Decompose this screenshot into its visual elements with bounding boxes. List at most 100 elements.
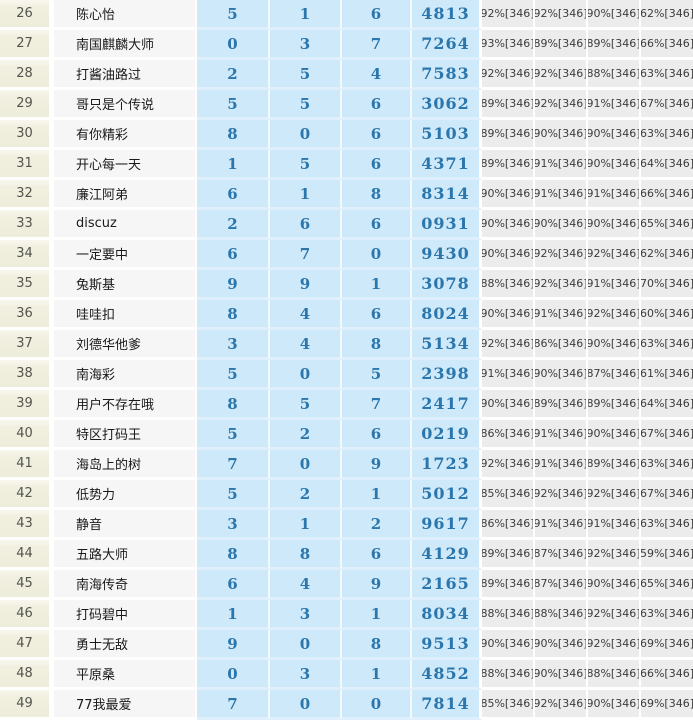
- rank-cell: 26: [0, 0, 54, 30]
- table-row: 41 海岛上的树 7 0 9 1723 92%[346] 91%[346] 89%[346] 63…: [0, 450, 693, 480]
- code-cell: 9430: [412, 240, 482, 270]
- digit-cell-2: 2: [270, 480, 342, 510]
- percent-cell-3: 91%[346]: [588, 90, 641, 120]
- digit-cell-2: 1: [270, 0, 342, 30]
- digit-cell-3: 7: [342, 390, 412, 420]
- percent-cell-2: 92%[346]: [535, 60, 588, 90]
- digit-cell-2: 7: [270, 240, 342, 270]
- digit-cell-3: 8: [342, 180, 412, 210]
- table-row: 46 打码碧中 1 3 1 8034 88%[346] 88%[346] 92%[346] 63%…: [0, 600, 693, 630]
- percent-cell-1: 88%[346]: [482, 270, 535, 300]
- table-row: 38 南海彩 5 0 5 2398 91%[346] 90%[346] 87%[346] 61%[…: [0, 360, 693, 390]
- table-row: 28 打酱油路过 2 5 4 7583 92%[346] 92%[346] 88%[346] 63…: [0, 60, 693, 90]
- percent-cell-4: 65%[346]: [641, 570, 693, 600]
- digit-cell-2: 3: [270, 600, 342, 630]
- rank-cell: 31: [0, 150, 54, 180]
- rank-cell: 45: [0, 570, 54, 600]
- percent-cell-1: 93%[346]: [482, 30, 535, 60]
- code-cell: 4852: [412, 660, 482, 690]
- percent-cell-1: 88%[346]: [482, 600, 535, 630]
- percent-cell-3: 90%[346]: [588, 120, 641, 150]
- rank-cell: 40: [0, 420, 54, 450]
- rank-cell: 44: [0, 540, 54, 570]
- code-cell: 4371: [412, 150, 482, 180]
- digit-cell-2: 8: [270, 540, 342, 570]
- digit-cell-1: 8: [197, 300, 270, 330]
- username-cell: 兔斯基: [54, 270, 197, 300]
- rank-cell: 43: [0, 510, 54, 540]
- percent-cell-2: 89%[346]: [535, 30, 588, 60]
- digit-cell-3: 8: [342, 330, 412, 360]
- digit-cell-1: 8: [197, 390, 270, 420]
- table-row: 26 陈心怡 5 1 6 4813 92%[346] 92%[346] 90%[346] 62%[…: [0, 0, 693, 30]
- digit-cell-3: 0: [342, 690, 412, 720]
- code-cell: 9617: [412, 510, 482, 540]
- digit-cell-2: 5: [270, 90, 342, 120]
- username-cell: 平原桑: [54, 660, 197, 690]
- code-cell: 8034: [412, 600, 482, 630]
- digit-cell-3: 1: [342, 660, 412, 690]
- rank-cell: 49: [0, 690, 54, 720]
- username-cell: 五路大师: [54, 540, 197, 570]
- digit-cell-1: 6: [197, 180, 270, 210]
- table-row: 36 哇哇扣 8 4 6 8024 90%[346] 91%[346] 92%[346] 60%[…: [0, 300, 693, 330]
- username-cell: 勇士无敌: [54, 630, 197, 660]
- percent-cell-1: 85%[346]: [482, 690, 535, 720]
- rank-cell: 41: [0, 450, 54, 480]
- percent-cell-2: 87%[346]: [535, 570, 588, 600]
- table-row: 39 用户不存在哦 8 5 7 2417 90%[346] 89%[346] 89%[346] 6…: [0, 390, 693, 420]
- table-row: 43 静音 3 1 2 9617 86%[346] 91%[346] 91%[346] 63%[3…: [0, 510, 693, 540]
- digit-cell-1: 8: [197, 540, 270, 570]
- digit-cell-1: 1: [197, 600, 270, 630]
- rank-cell: 35: [0, 270, 54, 300]
- percent-cell-4: 63%[346]: [641, 330, 693, 360]
- percent-cell-1: 89%[346]: [482, 120, 535, 150]
- percent-cell-3: 89%[346]: [588, 390, 641, 420]
- rank-cell: 29: [0, 90, 54, 120]
- percent-cell-3: 89%[346]: [588, 30, 641, 60]
- percent-cell-2: 92%[346]: [535, 0, 588, 30]
- code-cell: 8024: [412, 300, 482, 330]
- code-cell: 2417: [412, 390, 482, 420]
- percent-cell-1: 89%[346]: [482, 540, 535, 570]
- rank-cell: 48: [0, 660, 54, 690]
- percent-cell-4: 70%[346]: [641, 270, 693, 300]
- table-row: 45 南海传奇 6 4 9 2165 89%[346] 87%[346] 90%[346] 65%…: [0, 570, 693, 600]
- username-cell: discuz: [54, 210, 197, 240]
- percent-cell-4: 63%[346]: [641, 120, 693, 150]
- digit-cell-2: 1: [270, 510, 342, 540]
- digit-cell-3: 7: [342, 30, 412, 60]
- percent-cell-2: 90%[346]: [535, 210, 588, 240]
- percent-cell-1: 90%[346]: [482, 390, 535, 420]
- table-row: 29 哥只是个传说 5 5 6 3062 89%[346] 92%[346] 91%[346] 6…: [0, 90, 693, 120]
- digit-cell-2: 3: [270, 660, 342, 690]
- code-cell: 5134: [412, 330, 482, 360]
- table-row: 40 特区打码王 5 2 6 0219 86%[346] 91%[346] 90%[346] 67…: [0, 420, 693, 450]
- percent-cell-1: 91%[346]: [482, 360, 535, 390]
- percent-cell-1: 92%[346]: [482, 450, 535, 480]
- username-cell: 77我最爱: [54, 690, 197, 720]
- table-row: 44 五路大师 8 8 6 4129 89%[346] 87%[346] 92%[346] 59%…: [0, 540, 693, 570]
- rank-cell: 46: [0, 600, 54, 630]
- percent-cell-4: 63%[346]: [641, 510, 693, 540]
- table-row: 33 discuz 2 6 6 0931 90%[346] 90%[346] 90%[346] 6…: [0, 210, 693, 240]
- username-cell: 陈心怡: [54, 0, 197, 30]
- digit-cell-2: 0: [270, 630, 342, 660]
- percent-cell-3: 89%[346]: [588, 450, 641, 480]
- percent-cell-4: 67%[346]: [641, 420, 693, 450]
- table-row: 27 南国麒麟大师 0 3 7 7264 93%[346] 89%[346] 89%[346] 6…: [0, 30, 693, 60]
- percent-cell-3: 90%[346]: [588, 330, 641, 360]
- percent-cell-1: 90%[346]: [482, 300, 535, 330]
- percent-cell-4: 67%[346]: [641, 90, 693, 120]
- percent-cell-3: 90%[346]: [588, 690, 641, 720]
- digit-cell-2: 0: [270, 690, 342, 720]
- digit-cell-3: 6: [342, 120, 412, 150]
- percent-cell-4: 62%[346]: [641, 240, 693, 270]
- table-row: 30 有你精彩 8 0 6 5103 89%[346] 90%[346] 90%[346] 63%…: [0, 120, 693, 150]
- digit-cell-2: 0: [270, 360, 342, 390]
- percent-cell-1: 90%[346]: [482, 630, 535, 660]
- percent-cell-1: 86%[346]: [482, 420, 535, 450]
- percent-cell-3: 90%[346]: [588, 210, 641, 240]
- percent-cell-2: 88%[346]: [535, 600, 588, 630]
